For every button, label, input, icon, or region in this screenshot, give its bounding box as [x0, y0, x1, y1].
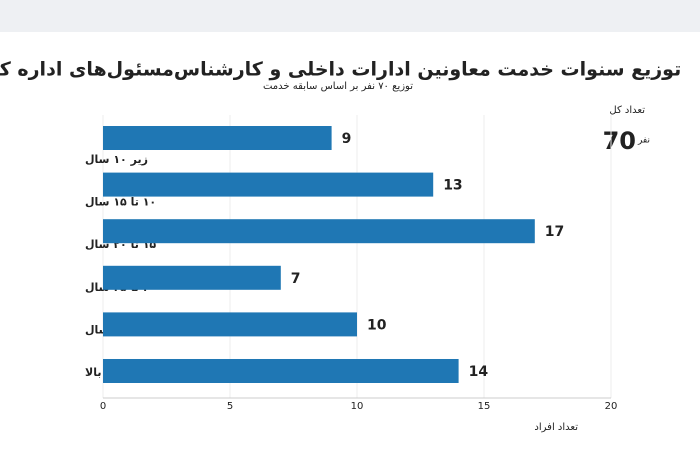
bar	[103, 312, 357, 337]
y-tick-label: زیر ۱۰ سال	[85, 153, 148, 166]
y-tick-label: ۱۰ تا ۱۵ سال	[85, 196, 156, 209]
value-label: 14	[469, 364, 489, 380]
chart-subtitle: توزیع ۷۰ نفر بر اساس سابقه خدمت	[263, 81, 413, 92]
x-tick-label: 10	[351, 401, 364, 412]
bar	[103, 265, 281, 290]
value-label: 17	[545, 224, 564, 240]
x-axis-label: تعداد افراد	[534, 422, 578, 433]
bar	[103, 172, 434, 197]
chart-title: توزیع سنوات خدمت معاونین ادارات داخلی و …	[0, 59, 681, 81]
value-label: 13	[443, 178, 462, 194]
x-tick-label: 5	[227, 401, 233, 412]
x-tick-label: 15	[478, 401, 491, 412]
value-label: 10	[367, 317, 387, 333]
bar	[103, 219, 535, 244]
x-tick-label: 0	[100, 401, 106, 412]
bar	[103, 358, 459, 383]
x-tick-label: 20	[605, 401, 618, 412]
summary-value: 70	[603, 127, 636, 155]
value-label: 7	[291, 271, 301, 287]
summary-label: تعداد کل	[609, 105, 645, 116]
bar	[103, 126, 332, 150]
value-label: 9	[342, 131, 352, 147]
summary-unit: نفر	[637, 136, 650, 146]
top-strip	[0, 0, 700, 32]
